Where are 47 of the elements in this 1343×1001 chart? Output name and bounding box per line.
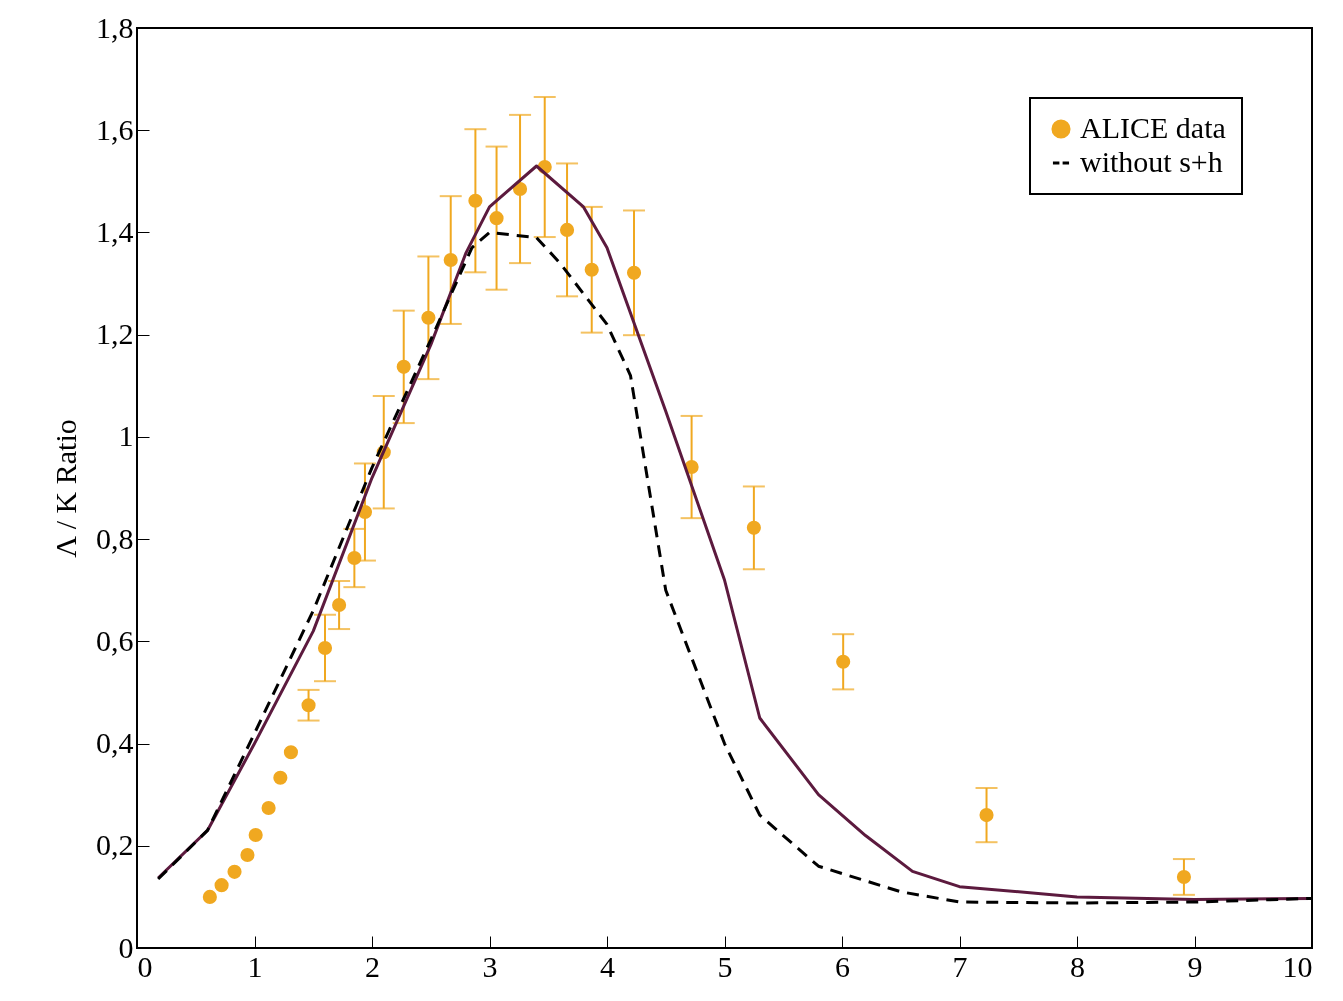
x-tick-label: 2 (365, 949, 380, 983)
x-tick-label: 5 (717, 949, 733, 983)
y-tick-label: 1 (118, 419, 134, 453)
x-tick-label: 4 (600, 949, 615, 983)
y-tick-label: 0,2 (96, 828, 134, 862)
y-tick-label: 0,6 (96, 623, 134, 657)
point (584, 262, 599, 277)
x-tick-label: 10 (1282, 949, 1313, 983)
point (396, 359, 411, 374)
point (1176, 869, 1191, 885)
point (301, 698, 316, 713)
point (347, 550, 362, 566)
point (248, 827, 263, 843)
x-tick-label: 6 (835, 949, 850, 983)
y-tick-label: 0,4 (96, 726, 134, 760)
point (261, 800, 276, 816)
y-tick-label: 1,2 (96, 317, 134, 351)
point (443, 252, 458, 268)
point (626, 265, 642, 280)
point (468, 193, 483, 208)
point (227, 864, 242, 879)
point (746, 520, 761, 535)
point (332, 597, 347, 613)
x-tick-label: 9 (1187, 949, 1203, 983)
y-tick-label: 0,8 (96, 521, 134, 555)
y-tick-label: 1,8 (96, 10, 134, 44)
point (283, 745, 298, 760)
point (240, 847, 255, 863)
x-tick-label: 3 (482, 949, 498, 983)
legend-label: ALICE data (1080, 111, 1226, 144)
y-tick-label: 1,6 (96, 112, 134, 146)
point (512, 181, 528, 197)
x-tick-label: 8 (1070, 949, 1085, 983)
point (836, 654, 851, 669)
point (317, 640, 333, 656)
point (214, 878, 229, 893)
point (559, 222, 575, 237)
point (273, 770, 288, 785)
y-tick-label: 1,4 (96, 214, 134, 248)
point (979, 808, 994, 823)
legend-label: without s+h (1080, 145, 1223, 178)
point (489, 211, 504, 226)
point (202, 889, 217, 904)
x-tick-label: 1 (247, 949, 263, 983)
x-tick-label: 7 (952, 949, 968, 983)
y-axis-title: Λ / K Ratio (49, 419, 82, 558)
point (421, 310, 436, 325)
